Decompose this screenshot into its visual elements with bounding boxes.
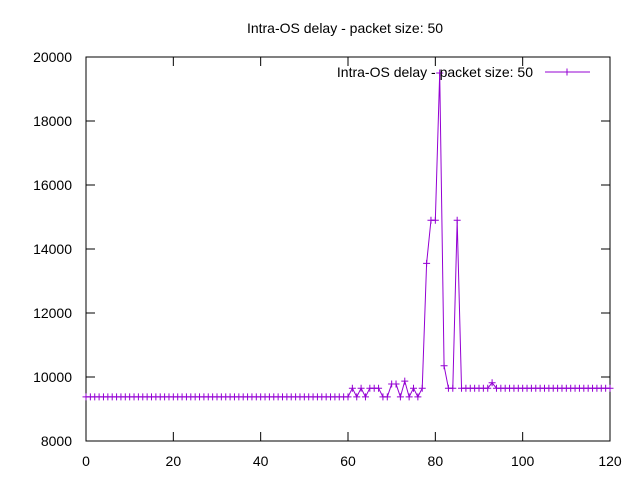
x-tick-label: 60 xyxy=(340,453,356,469)
y-tick-label: 10000 xyxy=(33,369,72,385)
plot-frame xyxy=(85,56,611,442)
data-point xyxy=(348,384,356,392)
data-point xyxy=(375,384,383,392)
x-tick-label: 120 xyxy=(598,453,622,469)
x-tick-label: 0 xyxy=(82,453,90,469)
data-point xyxy=(383,393,391,401)
data-point xyxy=(418,384,426,392)
y-tick-label: 20000 xyxy=(33,49,72,65)
data-point xyxy=(401,377,409,385)
x-axis: 0 20 40 60 80 100 120 xyxy=(82,57,622,469)
chart-title: Intra-OS delay - packet size: 50 xyxy=(247,20,443,36)
data-point xyxy=(436,69,444,77)
x-tick-label: 40 xyxy=(253,453,269,469)
data-point xyxy=(440,362,448,370)
y-axis: 8000 10000 12000 14000 16000 18000 20000 xyxy=(33,49,610,449)
data-point xyxy=(344,393,352,401)
y-tick-label: 8000 xyxy=(41,433,72,449)
data-point xyxy=(484,384,492,392)
data-point xyxy=(431,216,439,224)
x-tick-label: 20 xyxy=(166,453,182,469)
data-point xyxy=(353,393,361,401)
x-tick-label: 100 xyxy=(511,453,535,469)
data-point xyxy=(449,384,457,392)
data-point xyxy=(414,393,422,401)
legend-label: Intra-OS delay - packet size: 50 xyxy=(337,64,533,80)
data-point xyxy=(423,259,431,267)
y-tick-label: 18000 xyxy=(33,113,72,129)
legend: Intra-OS delay - packet size: 50 xyxy=(337,64,590,80)
x-tick-label: 80 xyxy=(428,453,444,469)
series-line xyxy=(86,72,610,399)
data-point xyxy=(361,393,369,401)
data-point xyxy=(488,379,496,387)
data-point xyxy=(405,393,413,401)
data-point xyxy=(392,380,400,388)
series-group xyxy=(82,69,614,401)
y-tick-label: 16000 xyxy=(33,177,72,193)
y-tick-label: 14000 xyxy=(33,241,72,257)
legend-marker xyxy=(563,68,571,76)
y-tick-label: 12000 xyxy=(33,305,72,321)
data-point xyxy=(410,384,417,392)
data-point xyxy=(396,393,404,401)
data-point xyxy=(606,384,614,392)
data-point xyxy=(453,216,461,224)
data-point xyxy=(357,384,365,392)
